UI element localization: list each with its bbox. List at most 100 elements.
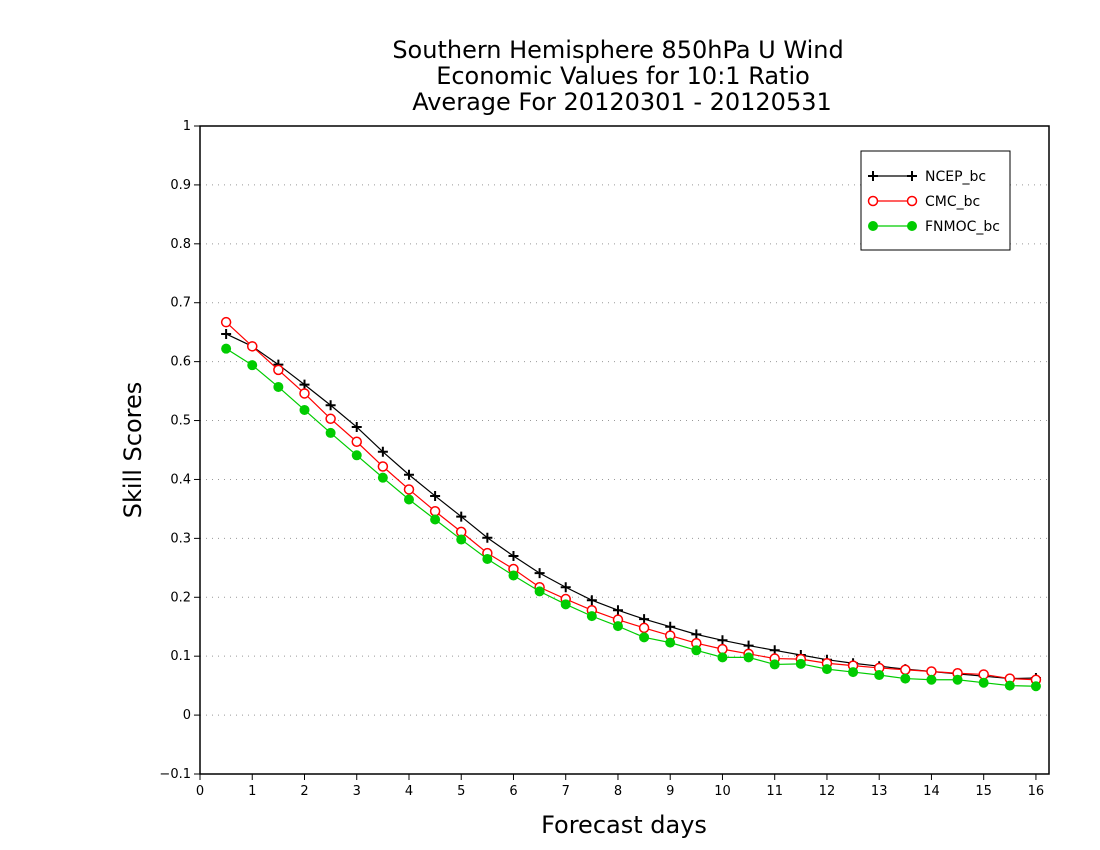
y-tick-label: 0.2 (170, 590, 191, 605)
data-point-fnmoc-bc (665, 637, 676, 648)
data-point-ncep-bc (456, 511, 467, 522)
data-point-ncep-bc (612, 605, 623, 616)
data-point-fnmoc-bc (377, 472, 388, 483)
data-point-fnmoc-bc (795, 658, 806, 669)
x-tick-label: 16 (1028, 784, 1045, 799)
data-point-fnmoc-bc (403, 494, 414, 505)
data-point-fnmoc-bc (717, 652, 728, 663)
data-point-fnmoc-bc (586, 611, 597, 622)
data-point-fnmoc-bc (769, 659, 780, 670)
data-point-fnmoc-bc (482, 553, 493, 564)
legend-marker (867, 195, 879, 207)
legend: NCEP_bc CMC_bc FNMOC_bc (860, 150, 1011, 251)
x-tick-label: 6 (509, 784, 517, 799)
y-axis-label: Skill Scores (119, 382, 147, 519)
data-point-fnmoc-bc (900, 673, 911, 684)
x-tick-label: 2 (300, 784, 308, 799)
y-tick-label: 0 (183, 708, 191, 723)
data-point-fnmoc-bc (743, 652, 754, 663)
legend-marker (907, 171, 917, 181)
data-point-ncep-bc (560, 582, 571, 593)
legend-marker (907, 221, 917, 231)
data-point-ncep-bc (377, 446, 388, 457)
data-point-fnmoc-bc (456, 534, 467, 545)
series-fnmoc-bc (221, 343, 1041, 692)
data-point-fnmoc-bc (978, 677, 989, 688)
legend-entries: NCEP_bc CMC_bc FNMOC_bc (867, 169, 1000, 235)
legend-item-fnmoc-bc: FNMOC_bc (868, 219, 1000, 235)
data-point-ncep-bc (534, 568, 545, 579)
x-tick-label: 1 (248, 784, 256, 799)
data-point-cmc-bc (926, 666, 937, 677)
y-tick-label: 1 (183, 119, 191, 134)
chart-title-line-1: Southern Hemisphere 850hPa U Wind (392, 36, 843, 64)
legend-marker (906, 195, 918, 207)
data-point-ncep-bc (717, 635, 728, 646)
data-point-cmc-bc (273, 364, 284, 376)
x-tick-label: 5 (457, 784, 465, 799)
data-point-cmc-bc (717, 643, 728, 655)
data-point-ncep-bc (691, 629, 702, 640)
x-tick-label: 4 (405, 784, 413, 799)
data-point-cmc-bc (220, 316, 232, 328)
data-point-cmc-bc (429, 506, 441, 517)
data-point-cmc-bc (978, 669, 989, 680)
x-tick-label: 3 (353, 784, 361, 799)
y-tick-label: 0.8 (170, 237, 191, 252)
chart-title-line-2: Economic Values for 10:1 Ratio (436, 62, 810, 90)
data-point-cmc-bc (403, 484, 415, 495)
plot-frame (199, 125, 1050, 775)
data-point-ncep-bc (508, 551, 519, 562)
data-point-fnmoc-bc (1004, 680, 1015, 691)
x-tick-label: 0 (196, 784, 204, 799)
data-point-ncep-bc (299, 379, 310, 390)
y-tick-label: −0.1 (159, 767, 191, 782)
series-line-ncep-bc (225, 333, 1036, 680)
data-point-ncep-bc (665, 621, 676, 632)
data-point-fnmoc-bc (612, 621, 623, 632)
data-point-fnmoc-bc (821, 664, 832, 675)
series-line-fnmoc-bc (225, 348, 1036, 687)
data-point-ncep-bc (586, 595, 597, 606)
legend-marker (868, 171, 878, 181)
data-point-fnmoc-bc (325, 427, 336, 438)
data-point-ncep-bc (482, 532, 493, 543)
data-point-fnmoc-bc (534, 586, 545, 597)
x-tick-label: 15 (975, 784, 992, 799)
series-group (220, 316, 1042, 692)
x-tick-label: 8 (614, 784, 622, 799)
data-point-fnmoc-bc (273, 381, 284, 392)
x-tick-label: 7 (562, 784, 570, 799)
data-point-fnmoc-bc (639, 632, 650, 643)
data-point-cmc-bc (638, 622, 650, 634)
data-point-cmc-bc (377, 461, 389, 472)
data-point-cmc-bc (325, 413, 336, 425)
data-point-cmc-bc (246, 341, 258, 352)
y-tick-label: 0.1 (170, 649, 191, 664)
data-point-fnmoc-bc (952, 674, 963, 685)
y-tick-label: 0.3 (170, 531, 191, 546)
data-point-cmc-bc (299, 388, 310, 399)
data-point-ncep-bc (351, 422, 362, 433)
legend-item-cmc-bc: CMC_bc (867, 194, 980, 210)
data-point-cmc-bc (900, 664, 911, 675)
y-tick-label: 0.6 (170, 355, 191, 370)
series-cmc-bc (220, 316, 1042, 685)
data-point-fnmoc-bc (351, 450, 362, 461)
legend-marker (868, 221, 878, 231)
x-axis-label: Forecast days (541, 811, 707, 839)
data-point-ncep-bc (639, 614, 650, 625)
y-tick-label: 0.4 (170, 472, 191, 487)
data-point-fnmoc-bc (560, 599, 571, 610)
data-point-ncep-bc (221, 328, 232, 339)
chart-title-line-3: Average For 20120301 - 20120531 (412, 88, 832, 116)
data-point-fnmoc-bc (247, 360, 258, 371)
data-point-ncep-bc (403, 469, 414, 480)
data-point-fnmoc-bc (848, 667, 859, 678)
legend-label: FNMOC_bc (925, 219, 1000, 235)
x-tick-label: 14 (923, 784, 940, 799)
legend-item-ncep-bc: NCEP_bc (868, 169, 986, 185)
legend-label: CMC_bc (925, 194, 980, 210)
data-point-cmc-bc (351, 436, 362, 448)
